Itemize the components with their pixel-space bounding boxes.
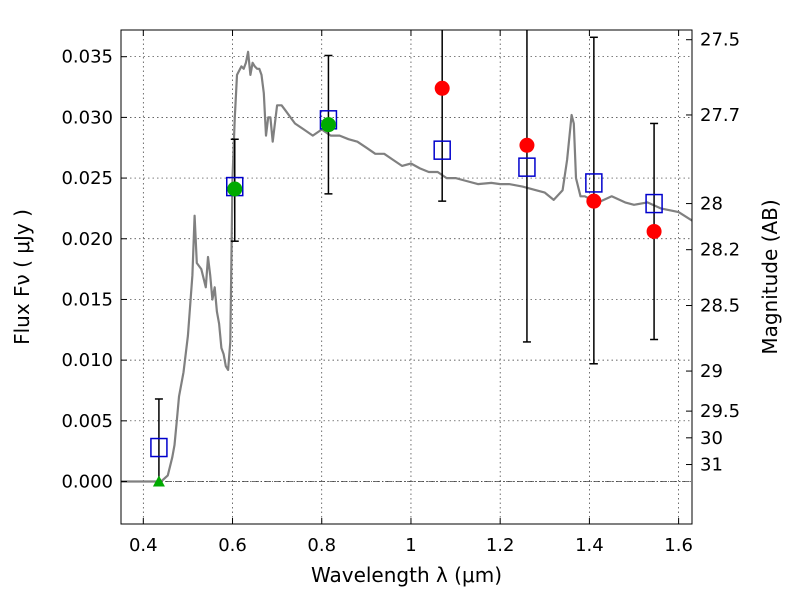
right-tick-label: 29.5 <box>700 401 740 422</box>
y-tick-label: 0.010 <box>61 350 113 371</box>
right-tick-label: 30 <box>700 428 723 449</box>
right-tick-label: 31 <box>700 455 723 476</box>
model-band-flux-square <box>645 193 663 214</box>
x-tick-label: 1 <box>405 535 416 556</box>
observed-flux-point <box>646 223 662 239</box>
right-tick-label: 27.5 <box>700 30 740 51</box>
plot-frame <box>120 29 693 525</box>
observed-flux-point <box>586 193 602 209</box>
model-band-flux-square <box>518 157 536 177</box>
spectrum-layer <box>121 50 693 483</box>
tick-layer: 0.4 0.6 0.8 1 1.2 1.4 1.6 0.000 0.005 0.010 0.015 0… <box>61 30 740 556</box>
observed-flux-point <box>519 137 535 153</box>
model-spectrum-line <box>121 50 693 483</box>
y-tick-label: 0.020 <box>61 229 113 250</box>
right-axis-label: Magnitude (AB) <box>758 199 782 354</box>
y-tick-label: 0.030 <box>61 107 113 128</box>
observed-flux-point <box>434 80 450 96</box>
model-band-flux-square <box>150 437 168 458</box>
marker-layer <box>150 80 663 487</box>
y-tick-label: 0.015 <box>61 289 113 310</box>
y-tick-label: 0.025 <box>61 168 113 189</box>
x-axis-label: Wavelength λ (μm) <box>311 563 502 587</box>
observed-flux-point <box>227 181 243 197</box>
y-tick-label: 0.035 <box>61 47 113 68</box>
model-band-flux-square <box>433 140 451 160</box>
y-tick-label: 0.000 <box>61 472 113 493</box>
observed-flux-point <box>320 117 336 133</box>
x-tick-label: 0.4 <box>129 535 158 556</box>
x-tick-label: 0.8 <box>307 535 336 556</box>
x-tick-label: 1.2 <box>486 535 515 556</box>
right-tick-label: 28.5 <box>700 296 740 317</box>
right-tick-label: 28.2 <box>700 240 740 261</box>
right-tick-label: 29 <box>700 361 723 382</box>
x-tick-label: 1.6 <box>664 535 693 556</box>
grid-layer <box>121 30 692 524</box>
x-tick-label: 0.6 <box>218 535 247 556</box>
right-tick-label: 28 <box>700 194 723 215</box>
y-axis-label: Flux Fν ( μJy ) <box>10 209 34 345</box>
upper-limit-triangle <box>152 475 165 487</box>
errorbar-layer <box>154 30 659 482</box>
x-tick-label: 1.4 <box>575 535 604 556</box>
model-band-flux-square <box>585 173 603 193</box>
right-tick-label: 27.7 <box>700 105 740 126</box>
y-tick-label: 0.005 <box>61 411 113 432</box>
